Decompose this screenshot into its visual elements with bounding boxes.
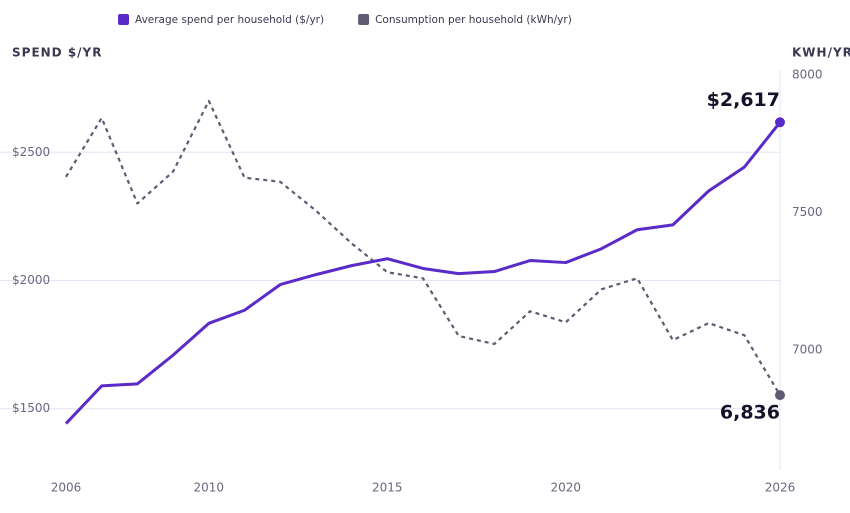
y-tick-label: $2000: [12, 273, 50, 287]
legend-swatch: [358, 14, 370, 25]
y2-tick-label: 7000: [792, 343, 823, 357]
y2-axis-title: KWH/YR: [792, 46, 850, 60]
value-label: $2,617: [707, 89, 780, 111]
series-line: [64, 121, 782, 425]
series-line: [65, 99, 781, 396]
legend-swatch: [118, 14, 129, 25]
x-tick-label: 2020: [551, 481, 582, 495]
end-point: [775, 117, 785, 128]
y-axis-title: SPEND $/YR: [12, 46, 102, 60]
x-tick-label: 2010: [194, 481, 225, 495]
legend-label: Consumption per household (kWh/yr): [375, 14, 572, 26]
value-label: 6,836: [720, 402, 780, 424]
x-tick-label: 2006: [51, 481, 82, 495]
end-point: [775, 390, 785, 401]
y2-tick-label: 7500: [792, 205, 823, 219]
x-tick-label: 2015: [372, 481, 403, 495]
y2-tick-label: 8000: [792, 68, 823, 82]
legend-label: Average spend per household ($/yr): [135, 14, 324, 26]
x-tick-label: 2026: [765, 481, 796, 495]
y-tick-label: $2500: [12, 145, 50, 159]
y-tick-label: $1500: [12, 401, 50, 415]
